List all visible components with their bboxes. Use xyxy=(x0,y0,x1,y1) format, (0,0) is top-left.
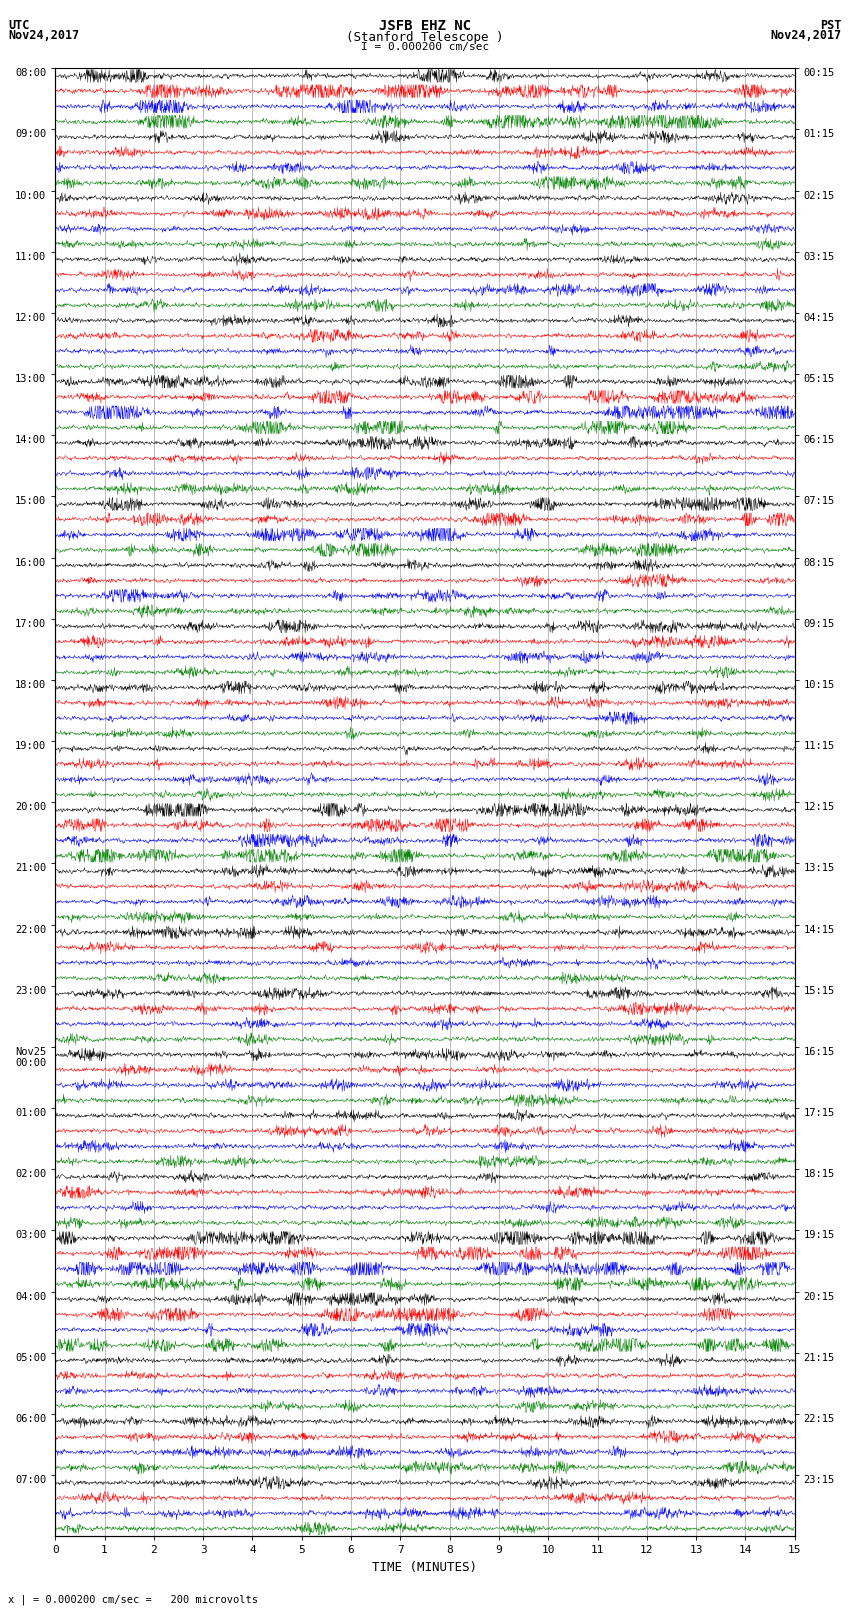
Text: (Stanford Telescope ): (Stanford Telescope ) xyxy=(346,31,504,44)
X-axis label: TIME (MINUTES): TIME (MINUTES) xyxy=(372,1561,478,1574)
Text: JSFB EHZ NC: JSFB EHZ NC xyxy=(379,19,471,34)
Text: x | = 0.000200 cm/sec =   200 microvolts: x | = 0.000200 cm/sec = 200 microvolts xyxy=(8,1594,258,1605)
Text: UTC: UTC xyxy=(8,19,30,32)
Text: Nov24,2017: Nov24,2017 xyxy=(8,29,80,42)
Text: Nov24,2017: Nov24,2017 xyxy=(770,29,842,42)
Text: PST: PST xyxy=(820,19,842,32)
Text: I = 0.000200 cm/sec: I = 0.000200 cm/sec xyxy=(361,42,489,52)
